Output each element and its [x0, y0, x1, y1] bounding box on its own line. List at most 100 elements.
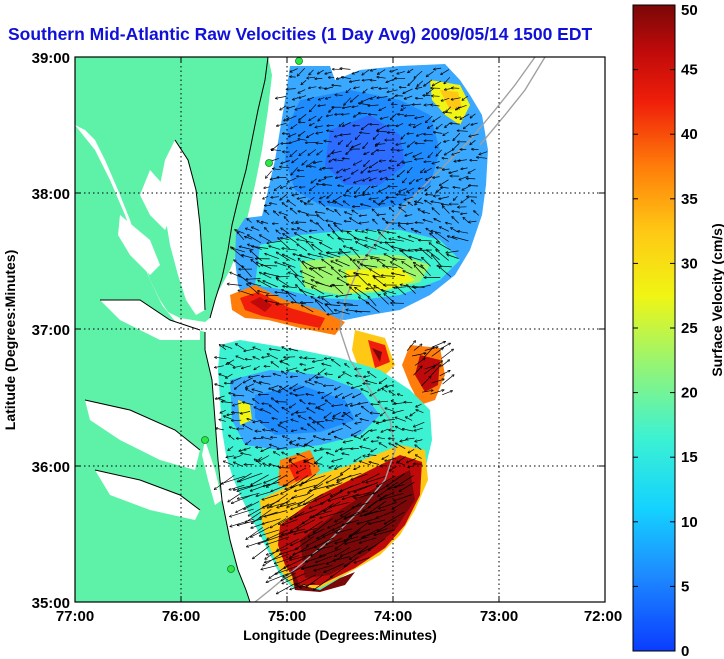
velocity-arrow — [389, 430, 396, 431]
velocity-arrow — [366, 230, 377, 233]
velocity-arrow — [343, 201, 350, 206]
velocity-arrow — [389, 239, 404, 242]
velocity-arrow — [408, 202, 414, 207]
velocity-arrow — [401, 104, 413, 107]
velocity-arrow — [370, 391, 377, 396]
velocity-arrow — [252, 246, 269, 249]
velocity-arrow — [282, 290, 297, 297]
velocity-arrow — [343, 440, 353, 442]
velocity-arrow — [293, 386, 305, 391]
velocity-arrow — [298, 130, 306, 136]
velocity-arrow — [293, 97, 299, 100]
velocity-arrow — [432, 80, 442, 86]
velocity-arrow — [298, 416, 307, 421]
velocity-arrow — [359, 545, 377, 554]
velocity-arrow — [291, 167, 298, 175]
colorbar-tick-label: 45 — [681, 62, 698, 79]
velocity-arrow — [343, 195, 352, 196]
velocity-arrow — [292, 194, 299, 195]
velocity-arrow — [346, 285, 361, 287]
velocity-arrow — [361, 265, 378, 268]
velocity-arrow — [232, 248, 245, 253]
velocity-arrow — [333, 223, 342, 224]
velocity-arrow — [360, 133, 370, 134]
velocity-arrow — [287, 105, 296, 109]
velocity-arrow — [436, 187, 442, 192]
velocity-arrow — [468, 221, 477, 222]
velocity-arrow — [401, 134, 406, 140]
velocity-arrow — [358, 402, 369, 403]
velocity-arrow — [462, 95, 469, 100]
velocity-arrow — [432, 208, 440, 216]
velocity-arrow — [413, 366, 423, 376]
velocity-arrow — [318, 408, 325, 411]
velocity-arrow — [334, 386, 341, 389]
velocity-arrow — [334, 310, 350, 315]
velocity-arrow — [395, 78, 406, 79]
velocity-arrow — [287, 177, 297, 182]
velocity-arrow — [264, 475, 282, 483]
velocity-arrow — [379, 443, 388, 448]
velocity-arrow — [340, 134, 351, 135]
velocity-arrow — [309, 104, 317, 112]
velocity-arrow — [317, 529, 333, 539]
colorbar-tick-label: 10 — [681, 514, 698, 531]
velocity-arrow — [444, 140, 450, 142]
velocity-arrow — [280, 194, 288, 200]
velocity-arrow — [261, 222, 269, 224]
velocity-arrow — [327, 312, 341, 315]
velocity-arrow — [328, 520, 344, 528]
velocity-arrow — [258, 280, 272, 288]
velocity-arrow — [377, 131, 388, 132]
velocity-arrow — [333, 411, 342, 416]
radar-stations — [201, 57, 303, 573]
velocity-arrow — [338, 186, 344, 187]
velocity-arrow — [347, 232, 360, 241]
velocity-arrow — [265, 170, 272, 178]
velocity-arrow — [245, 359, 253, 360]
velocity-arrow — [327, 194, 332, 198]
velocity-arrow — [247, 235, 262, 244]
velocity-arrow — [466, 178, 476, 179]
velocity-arrow — [424, 347, 438, 351]
velocity-arrow — [408, 78, 415, 86]
velocity-arrow — [290, 77, 296, 78]
velocity-arrow — [322, 259, 334, 268]
velocity-arrow — [263, 281, 278, 288]
velocity-arrow — [297, 239, 314, 244]
velocity-arrow — [414, 265, 425, 277]
velocity-arrow — [282, 248, 298, 251]
velocity-arrow — [327, 482, 343, 488]
velocity-arrow — [378, 401, 389, 402]
velocity-arrow — [345, 511, 360, 519]
velocity-arrow — [296, 371, 306, 375]
velocity-arrow — [320, 195, 326, 199]
velocity-arrow — [395, 417, 406, 422]
velocity-arrow — [276, 276, 290, 277]
velocity-arrow — [245, 237, 253, 240]
y-tick-label: 37:00 — [32, 322, 70, 339]
velocity-arrow — [261, 376, 272, 377]
velocity-arrow — [320, 510, 345, 518]
velocity-arrow — [256, 491, 272, 497]
velocity-arrow — [308, 424, 317, 431]
velocity-arrow — [287, 367, 298, 371]
velocity-arrow — [300, 582, 316, 588]
velocity-arrow — [354, 179, 363, 183]
velocity-arrow — [381, 428, 389, 432]
velocity-arrow — [239, 246, 254, 251]
velocity-arrow — [281, 528, 305, 535]
colorbar-tick-label: 25 — [681, 320, 698, 337]
velocity-arrow — [237, 483, 262, 491]
velocity-arrow — [317, 223, 324, 231]
velocity-arrow — [317, 215, 325, 222]
velocity-arrow — [366, 381, 378, 385]
velocity-arrow — [365, 245, 377, 250]
velocity-arrow — [416, 133, 424, 137]
velocity-arrow — [261, 446, 271, 452]
velocity-arrow — [319, 268, 333, 276]
velocity-arrow — [317, 150, 323, 156]
velocity-arrow — [288, 266, 299, 276]
velocity-arrow — [364, 436, 370, 440]
velocity-arrow — [402, 177, 408, 183]
